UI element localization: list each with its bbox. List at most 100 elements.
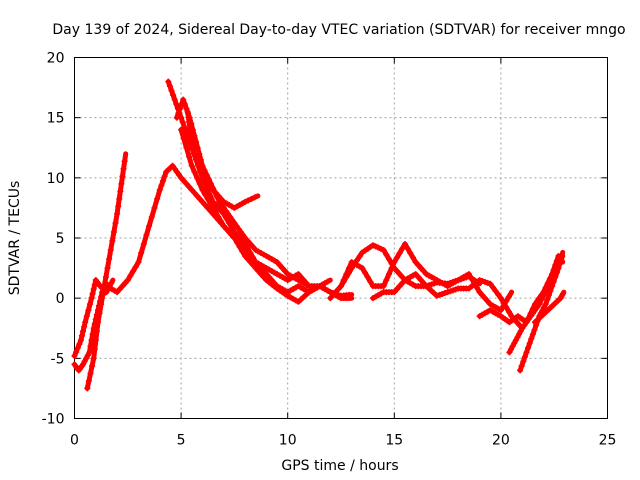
plus-marker (516, 331, 523, 338)
plus-marker (415, 262, 422, 269)
series-arc-15 (532, 289, 567, 326)
plus-marker (173, 114, 180, 121)
plus-marker (158, 182, 165, 189)
plus-marker (181, 123, 188, 130)
plus-marker (233, 222, 240, 229)
plus-marker (186, 183, 193, 190)
plus-marker (120, 165, 127, 172)
plus-marker (119, 173, 126, 180)
plus-marker (218, 207, 225, 214)
plus-marker (116, 286, 123, 293)
plus-marker (81, 323, 88, 330)
plus-marker (393, 286, 400, 293)
plus-marker (212, 209, 219, 216)
plus-marker (97, 298, 104, 305)
plus-marker (180, 135, 187, 142)
plus-marker (191, 168, 198, 175)
plus-marker (231, 219, 238, 226)
plus-marker (505, 293, 512, 300)
plus-marker (143, 231, 150, 238)
plus-marker (130, 268, 137, 275)
plus-marker (559, 290, 566, 297)
plus-marker (393, 268, 400, 275)
plus-marker (102, 274, 109, 281)
plus-marker (361, 269, 368, 276)
plus-marker (412, 259, 419, 266)
plus-marker (247, 241, 254, 248)
plus-marker (523, 349, 530, 356)
plus-marker (173, 168, 180, 175)
plus-marker (187, 129, 194, 136)
plus-marker (203, 171, 210, 178)
plus-marker (124, 277, 131, 284)
plus-marker (492, 287, 499, 294)
plus-marker (177, 105, 184, 112)
plus-marker (556, 261, 563, 268)
plus-marker (401, 241, 408, 248)
plus-marker (74, 345, 81, 352)
plus-marker (73, 349, 80, 356)
plus-marker (268, 277, 275, 284)
plus-marker (251, 194, 258, 201)
plus-marker (528, 335, 535, 342)
plus-marker (415, 274, 422, 281)
plus-marker (196, 195, 203, 202)
plus-marker (525, 344, 532, 351)
plus-marker (178, 174, 185, 181)
plus-marker (503, 304, 510, 311)
plus-marker (417, 265, 424, 272)
plus-marker (266, 274, 273, 281)
plus-marker (495, 291, 502, 298)
plus-marker (196, 180, 203, 187)
series-arc-1 (84, 151, 129, 392)
plus-marker (140, 241, 147, 248)
series-arc-3 (71, 281, 109, 374)
plus-marker (210, 185, 217, 192)
plus-marker (135, 259, 142, 266)
plus-marker (169, 162, 176, 169)
plus-marker (514, 334, 521, 341)
plus-marker (197, 168, 204, 175)
plus-marker (396, 250, 403, 257)
plus-marker (159, 177, 166, 184)
plus-marker (146, 222, 153, 229)
plus-marker (391, 289, 398, 296)
plus-marker (127, 272, 134, 279)
plus-marker (359, 265, 366, 272)
plus-marker (345, 295, 352, 302)
plus-marker (517, 328, 524, 335)
plus-marker (282, 268, 289, 275)
plus-marker (412, 271, 419, 278)
plus-marker (114, 210, 121, 217)
plus-marker (553, 269, 560, 276)
plus-marker (512, 337, 519, 344)
x-tick-label: 5 (177, 433, 186, 449)
plus-marker (520, 358, 527, 365)
plus-marker (538, 296, 545, 303)
plus-marker (500, 299, 507, 306)
plus-marker (98, 293, 105, 300)
plus-marker (84, 385, 91, 392)
x-tick-label: 15 (385, 433, 403, 449)
plus-marker (527, 313, 534, 320)
plus-marker (220, 222, 227, 229)
plus-marker (404, 245, 411, 252)
plus-marker (237, 228, 244, 235)
plus-marker (327, 295, 334, 302)
plus-marker (247, 253, 254, 260)
plus-marker (82, 319, 89, 326)
plus-marker (234, 238, 241, 245)
data-series (71, 78, 567, 392)
plus-marker (191, 189, 198, 196)
plus-marker (497, 295, 504, 302)
plus-marker (148, 213, 155, 220)
plus-marker (465, 271, 472, 278)
plus-marker (519, 325, 526, 332)
plus-marker (201, 167, 208, 174)
plus-marker (112, 219, 119, 226)
plus-marker (94, 307, 101, 314)
plus-marker (532, 307, 539, 314)
plus-marker (506, 349, 513, 356)
y-tick-label: -5 (51, 351, 65, 367)
